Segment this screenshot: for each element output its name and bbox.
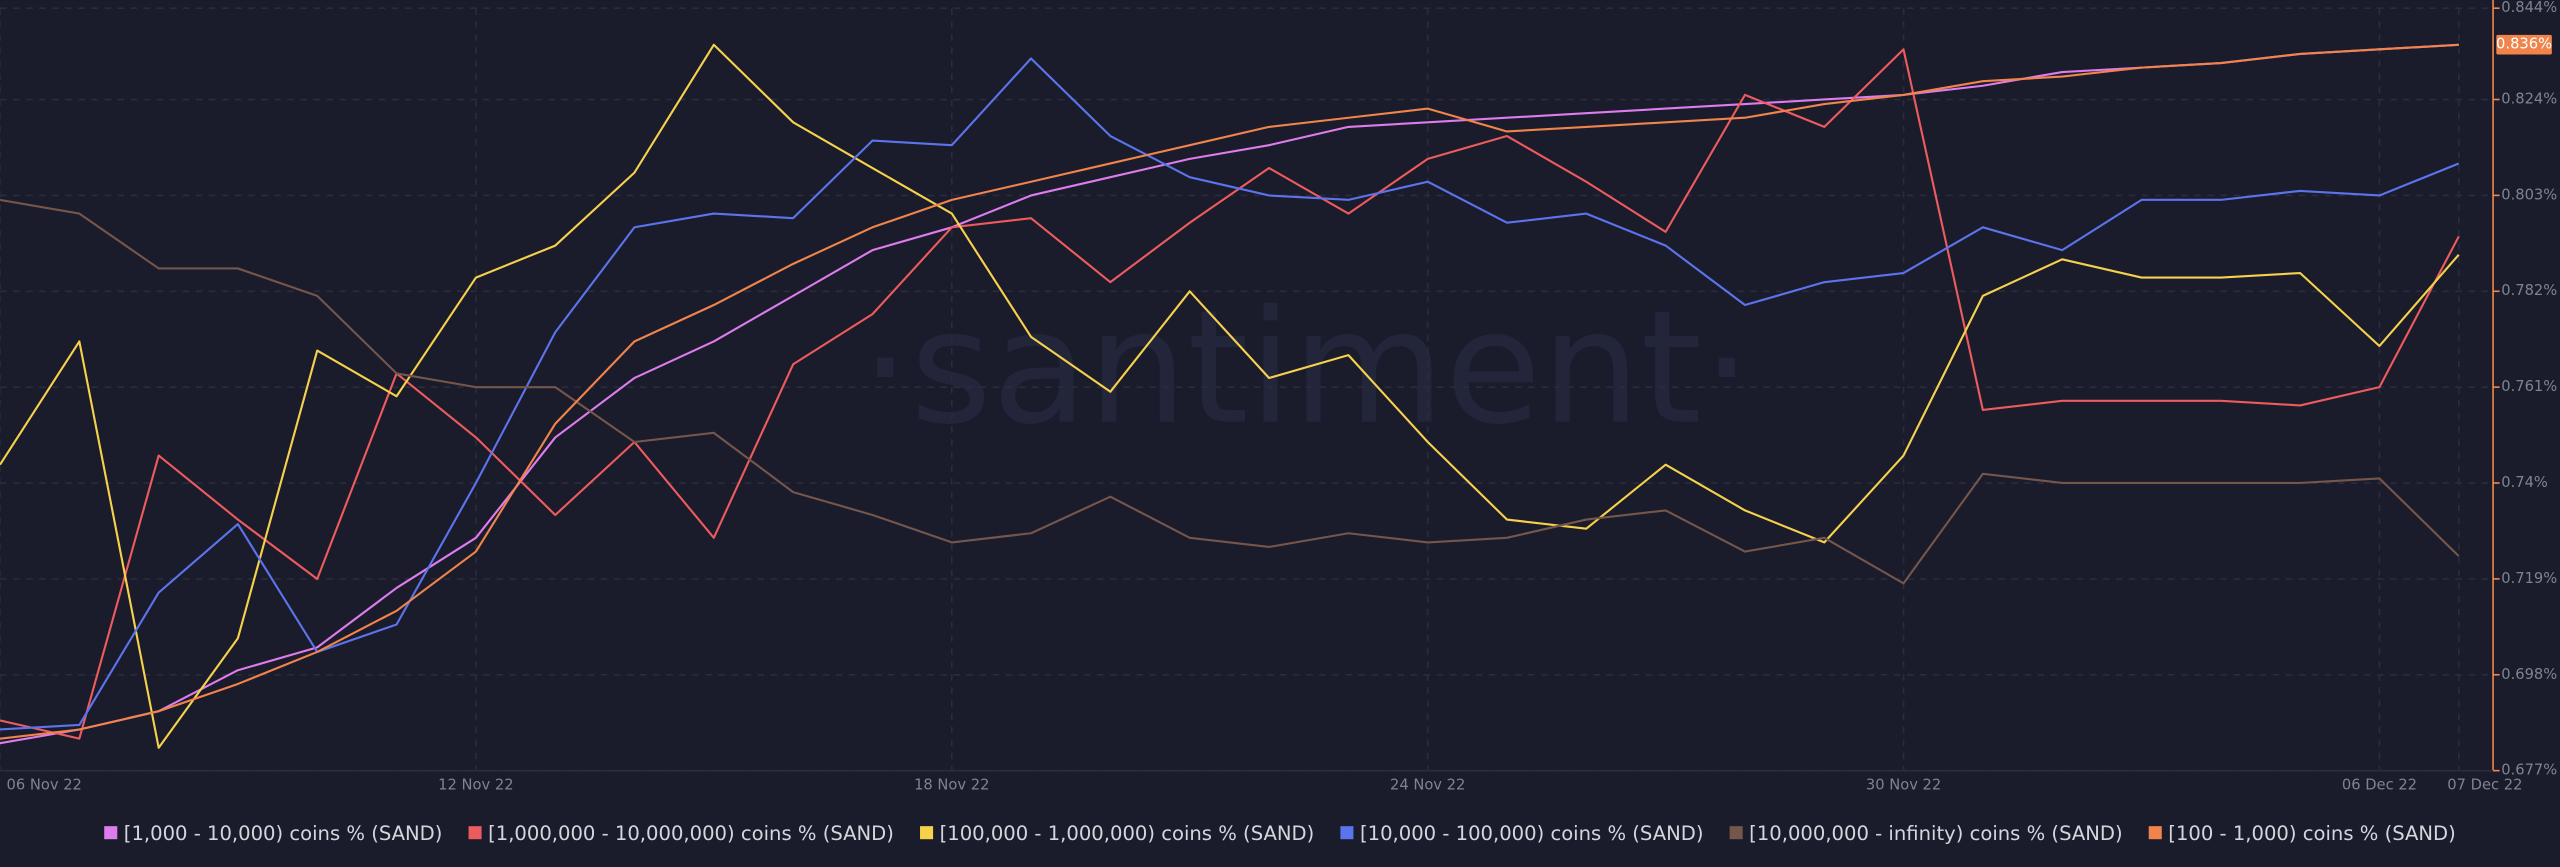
y-tick-label: 0.677% [2501, 762, 2557, 779]
current-value-label: 0.836% [2496, 36, 2552, 53]
y-tick-label: 0.698% [2501, 666, 2557, 683]
series-line [0, 43, 2459, 745]
y-tick-label: 0.719% [2501, 570, 2557, 587]
legend-swatch[interactable] [104, 826, 118, 840]
x-tick-label: 06 Nov 22 [7, 776, 82, 793]
current-value-tag [2496, 34, 2552, 55]
legend-label[interactable]: [1,000,000 - 10,000,000) coins % (SAND) [488, 822, 894, 845]
legend-swatch[interactable] [2148, 826, 2162, 840]
y-tick-label: 0.803% [2501, 186, 2557, 203]
legend-label[interactable]: [10,000,000 - infinity) coins % (SAND) [1749, 822, 2122, 845]
x-tick-label: 24 Nov 22 [1390, 776, 1465, 793]
legend-label[interactable]: [1,000 - 10,000) coins % (SAND) [124, 822, 443, 845]
series-line [0, 43, 2459, 740]
x-tick-label: 12 Nov 22 [438, 776, 513, 793]
legend-swatch[interactable] [920, 826, 934, 840]
x-tick-label: 07 Dec 22 [2447, 776, 2522, 793]
x-tick-label: 06 Dec 22 [2342, 776, 2417, 793]
series-line [0, 48, 2460, 740]
y-tick-label: 0.74% [2501, 474, 2548, 491]
y-tick-label: 0.761% [2501, 378, 2557, 395]
y-tick-label: 0.782% [2501, 282, 2557, 299]
x-tick-label: 18 Nov 22 [914, 776, 989, 793]
y-tick-label: 0.844% [2501, 0, 2557, 16]
y-tick-label: 0.824% [2501, 91, 2557, 108]
legend-swatch[interactable] [468, 826, 482, 840]
series-line [0, 198, 2460, 585]
x-tick-label: 30 Nov 22 [1866, 776, 1941, 793]
legend-label[interactable]: [100,000 - 1,000,000) coins % (SAND) [940, 822, 1315, 845]
legend-swatch[interactable] [1340, 826, 1354, 840]
legend-label[interactable]: [100 - 1,000) coins % (SAND) [2168, 822, 2455, 845]
legend-swatch[interactable] [1729, 826, 1743, 840]
legend-label[interactable]: [10,000 - 100,000) coins % (SAND) [1360, 822, 1704, 845]
